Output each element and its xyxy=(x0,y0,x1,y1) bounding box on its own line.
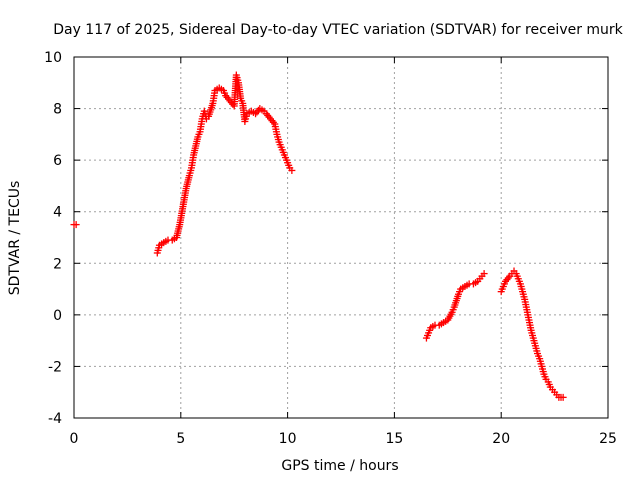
x-tick-label: 15 xyxy=(385,431,403,447)
data-points xyxy=(70,71,567,401)
y-tick-label: 4 xyxy=(53,205,62,221)
x-axis-label: GPS time / hours xyxy=(281,458,398,474)
x-tick-label: 20 xyxy=(492,431,510,447)
data-point xyxy=(559,393,567,401)
y-tick-label: 8 xyxy=(53,102,62,118)
grid xyxy=(74,57,608,418)
x-tick-label: 0 xyxy=(70,431,79,447)
y-tick-label: -4 xyxy=(48,411,62,427)
y-tick-label: 2 xyxy=(53,256,62,272)
y-tick-label: 10 xyxy=(44,50,62,66)
axis-ticks: 0 5 10 15 20 25 -4 -2 0 2 4 6 8 10 xyxy=(44,50,617,447)
data-point xyxy=(480,270,488,278)
x-tick-label: 25 xyxy=(599,431,617,447)
y-tick-label: -2 xyxy=(48,359,62,375)
y-axis-label: SDTVAR / TECUs xyxy=(7,181,23,296)
x-tick-label: 5 xyxy=(176,431,185,447)
plot-frame xyxy=(73,56,609,419)
chart-title: Day 117 of 2025, Sidereal Day-to-day VTE… xyxy=(53,22,623,38)
data-point xyxy=(288,166,296,174)
x-tick-label: 10 xyxy=(279,431,297,447)
y-tick-label: 0 xyxy=(53,308,62,324)
data-point xyxy=(72,221,80,229)
y-tick-label: 6 xyxy=(53,153,62,169)
